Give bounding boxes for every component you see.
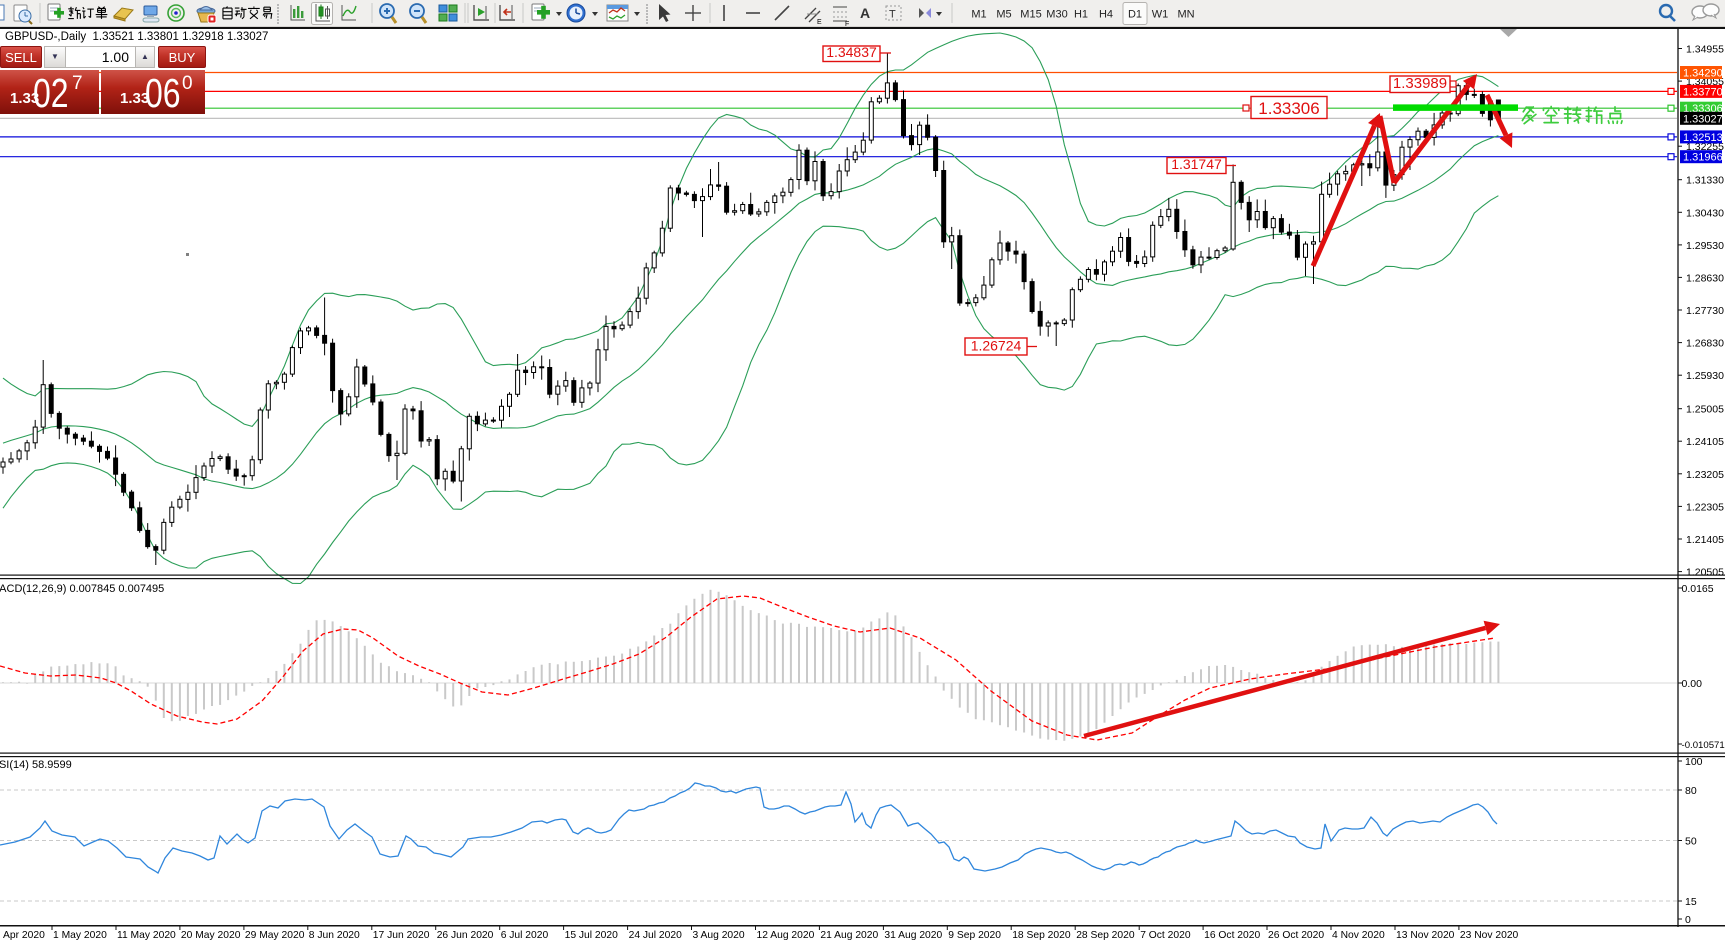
svg-text:1.31330: 1.31330	[1686, 175, 1724, 187]
svg-text:23 Nov 2020: 23 Nov 2020	[1460, 930, 1519, 941]
svg-text:1.33306: 1.33306	[1258, 99, 1319, 118]
svg-text:1.34955: 1.34955	[1686, 44, 1724, 56]
svg-text:6 Jul 2020: 6 Jul 2020	[501, 930, 549, 941]
svg-text:50: 50	[1685, 836, 1697, 848]
svg-text:0.0165: 0.0165	[1682, 583, 1714, 595]
svg-text:12 Aug 2020: 12 Aug 2020	[757, 930, 815, 941]
svg-text:1.34837: 1.34837	[826, 44, 877, 60]
svg-text:1.27730: 1.27730	[1686, 305, 1724, 317]
svg-text:1.26724: 1.26724	[971, 338, 1022, 354]
svg-text:1.25930: 1.25930	[1686, 370, 1724, 382]
svg-text:H4: H4	[1099, 9, 1113, 21]
svg-text:GBPUSD-,Daily 1.33521 1.33801: GBPUSD-,Daily 1.33521 1.33801 1.32918 1.…	[5, 31, 268, 43]
svg-text:80: 80	[1685, 785, 1697, 797]
svg-text:MACD(12,26,9) 0.007845 0.00749: MACD(12,26,9) 0.007845 0.007495	[0, 583, 164, 595]
svg-text:W1: W1	[1152, 9, 1169, 21]
svg-text:17 Jun 2020: 17 Jun 2020	[373, 930, 430, 941]
svg-text:0.00: 0.00	[1682, 678, 1703, 690]
svg-text:1.24105: 1.24105	[1686, 436, 1724, 448]
svg-text:7 Oct 2020: 7 Oct 2020	[1140, 930, 1191, 941]
svg-text:18 Sep 2020: 18 Sep 2020	[1012, 930, 1071, 941]
svg-text:1.22305: 1.22305	[1686, 501, 1724, 513]
svg-text:13 Nov 2020: 13 Nov 2020	[1396, 930, 1455, 941]
svg-text:M30: M30	[1046, 9, 1067, 21]
svg-text:1.33027: 1.33027	[1683, 113, 1723, 125]
svg-text:1.23205: 1.23205	[1686, 469, 1724, 481]
svg-text:1.28630: 1.28630	[1686, 272, 1724, 284]
svg-text:1.31966: 1.31966	[1683, 152, 1723, 164]
svg-text:1.32513: 1.32513	[1683, 132, 1723, 144]
svg-text:M1: M1	[971, 9, 986, 21]
svg-text:RSI(14) 58.9599: RSI(14) 58.9599	[0, 759, 72, 771]
svg-text:1.33989: 1.33989	[1393, 75, 1447, 92]
svg-text:31 Aug 2020: 31 Aug 2020	[884, 930, 942, 941]
svg-text:21 Aug 2020: 21 Aug 2020	[820, 930, 878, 941]
svg-text:E: E	[817, 19, 822, 26]
svg-text:28 Sep 2020: 28 Sep 2020	[1076, 930, 1135, 941]
svg-text:0: 0	[1685, 914, 1691, 926]
svg-text:H1: H1	[1074, 9, 1088, 21]
svg-text:9 Sep 2020: 9 Sep 2020	[948, 930, 1001, 941]
svg-text:24 Jul 2020: 24 Jul 2020	[629, 930, 683, 941]
svg-text:1.26830: 1.26830	[1686, 338, 1724, 350]
svg-text:3 Aug 2020: 3 Aug 2020	[693, 930, 745, 941]
svg-text:15: 15	[1685, 896, 1697, 908]
svg-text:11 May 2020: 11 May 2020	[117, 930, 176, 941]
svg-text:D1: D1	[1128, 9, 1142, 21]
svg-text:1.21405: 1.21405	[1686, 534, 1724, 546]
svg-text:Apr 2020: Apr 2020	[3, 930, 45, 941]
svg-text:1.20505: 1.20505	[1686, 567, 1724, 579]
svg-text:A: A	[860, 5, 870, 21]
svg-text:1.29530: 1.29530	[1686, 240, 1724, 252]
svg-text:8 Jun 2020: 8 Jun 2020	[309, 930, 360, 941]
svg-text:T: T	[889, 9, 896, 21]
svg-text:15 Jul 2020: 15 Jul 2020	[565, 930, 619, 941]
svg-text:29 May 2020: 29 May 2020	[245, 930, 305, 941]
svg-text:M5: M5	[996, 9, 1011, 21]
svg-text:MN: MN	[1177, 9, 1194, 21]
svg-text:26 Jun 2020: 26 Jun 2020	[437, 930, 494, 941]
svg-text:-0.010571: -0.010571	[1682, 740, 1725, 751]
svg-text:F: F	[845, 21, 849, 27]
svg-text:16 Oct 2020: 16 Oct 2020	[1204, 930, 1260, 941]
svg-text:M15: M15	[1020, 9, 1041, 21]
svg-text:1.30430: 1.30430	[1686, 207, 1724, 219]
svg-text:1.33770: 1.33770	[1683, 86, 1723, 98]
svg-text:1.34290: 1.34290	[1683, 68, 1723, 80]
svg-text:1.25005: 1.25005	[1686, 404, 1724, 416]
svg-text:26 Oct 2020: 26 Oct 2020	[1268, 930, 1324, 941]
svg-text:4 Nov 2020: 4 Nov 2020	[1332, 930, 1385, 941]
svg-text:1 May 2020: 1 May 2020	[53, 930, 107, 941]
svg-text:20 May 2020: 20 May 2020	[181, 930, 241, 941]
svg-text:100: 100	[1685, 756, 1703, 768]
svg-text:1.31747: 1.31747	[1171, 156, 1222, 172]
